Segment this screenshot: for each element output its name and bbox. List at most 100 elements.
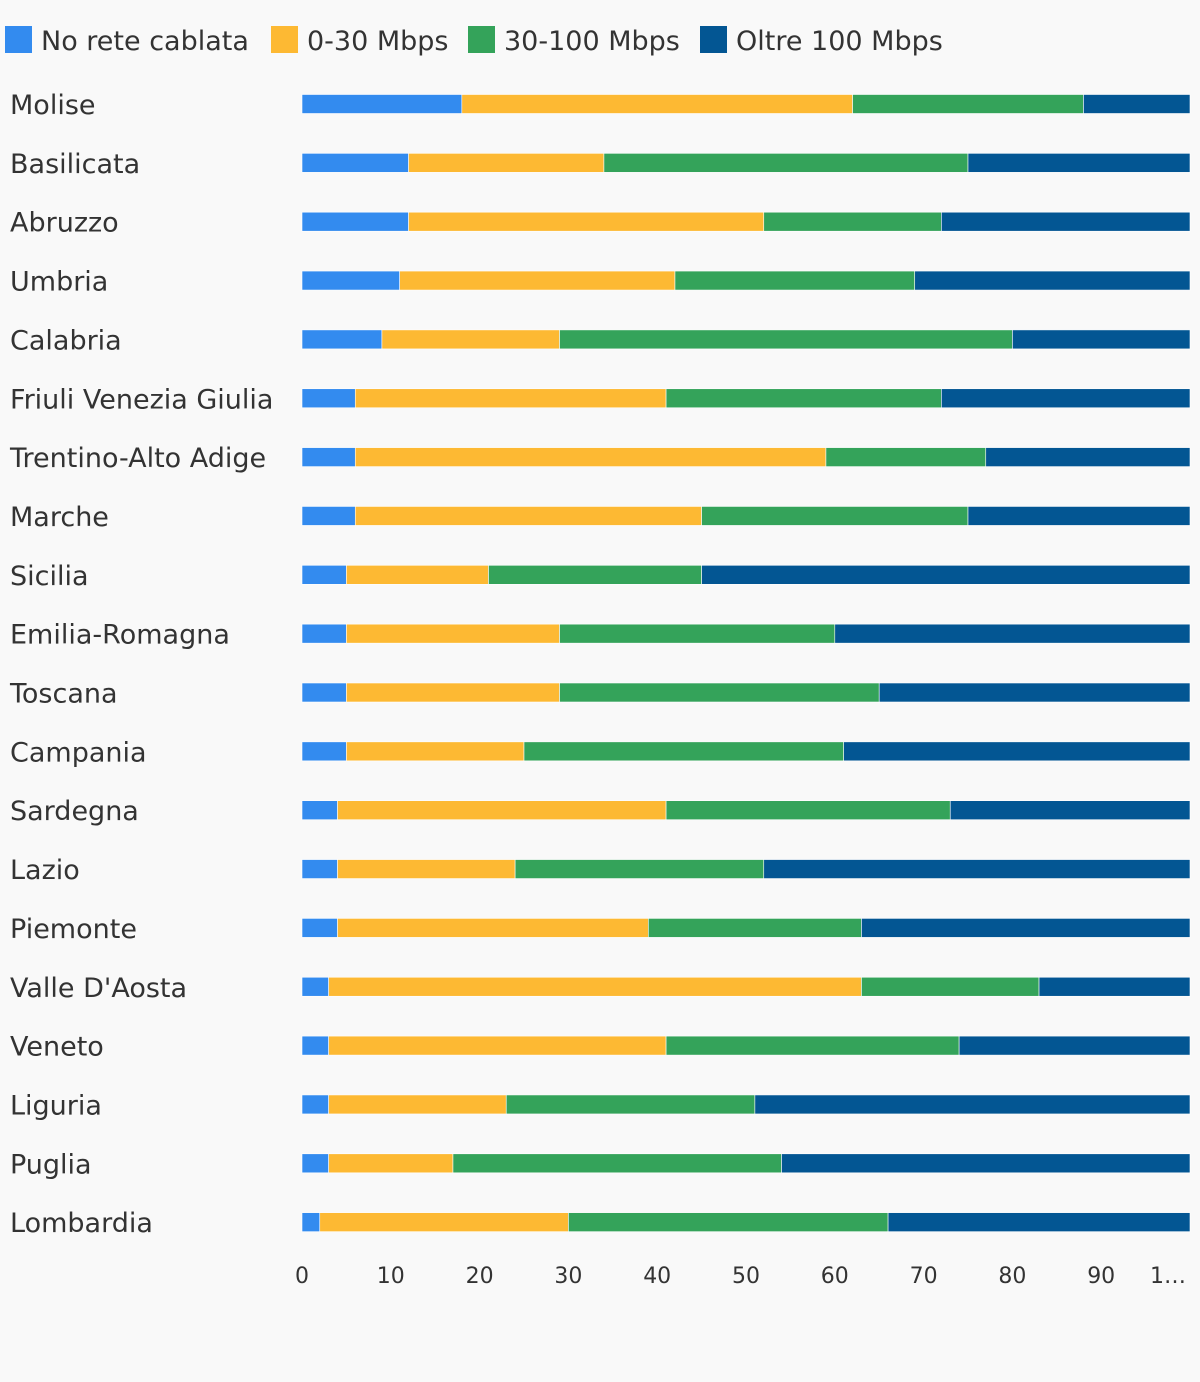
legend-label-30-100-mbps: 30-100 Mbps	[504, 26, 680, 57]
category-label-friuli-venezia-giulia: Friuli Venezia Giulia	[10, 384, 273, 415]
x-tick-label-7: 70	[910, 1264, 938, 1289]
bar-segment-basilicata-oltre-100-mbps	[967, 153, 1191, 173]
bar-segment-liguria-oltre-100-mbps	[754, 1094, 1191, 1115]
bar-segment-liguria-0-30-mbps	[328, 1094, 507, 1115]
bar-row-abruzzo	[301, 211, 1191, 232]
bar-row-toscana	[301, 682, 1191, 703]
x-tick-label-2: 20	[466, 1264, 494, 1289]
category-label-valle-d-aosta: Valle D'Aosta	[10, 973, 187, 1004]
category-label-puglia: Puglia	[10, 1149, 92, 1180]
bar-segment-trentino-alto-adige-30-100-mbps	[825, 447, 987, 467]
bar-row-sicilia	[301, 564, 1191, 585]
x-tick-label-8: 80	[998, 1264, 1026, 1289]
legend-item-0-30-mbps: 0-30 Mbps	[271, 26, 449, 57]
bar-segment-calabria-no-rete-cablata	[301, 329, 383, 350]
bar-segment-veneto-0-30-mbps	[328, 1035, 667, 1056]
category-label-campania: Campania	[10, 737, 147, 768]
bar-segment-toscana-no-rete-cablata	[301, 682, 347, 703]
bar-segment-molise-oltre-100-mbps	[1083, 94, 1191, 114]
bar-segment-marche-no-rete-cablata	[301, 506, 356, 526]
x-tick-label-0: 0	[295, 1264, 309, 1289]
category-label-piemonte: Piemonte	[10, 914, 137, 945]
bar-segment-valle-d-aosta-0-30-mbps	[328, 976, 862, 997]
bar-segment-calabria-30-100-mbps	[559, 329, 1013, 350]
category-label-sardegna: Sardegna	[10, 796, 139, 827]
category-label-emilia-romagna: Emilia-Romagna	[10, 620, 230, 651]
bar-segment-sardegna-no-rete-cablata	[301, 800, 338, 821]
bar-segment-toscana-30-100-mbps	[559, 682, 880, 703]
bar-row-piemonte	[301, 918, 1191, 938]
category-label-calabria: Calabria	[10, 325, 122, 356]
legend: No rete cablata 0-30 Mbps 30-100 Mbps Oltre…	[5, 26, 943, 57]
bar-segment-veneto-no-rete-cablata	[301, 1035, 329, 1056]
bar-row-friuli-venezia-giulia	[301, 388, 1191, 409]
legend-swatch-30-100-mbps	[468, 26, 495, 53]
bar-segment-trentino-alto-adige-no-rete-cablata	[301, 447, 356, 467]
bar-segment-basilicata-0-30-mbps	[408, 153, 605, 173]
bar-segment-friuli-venezia-giulia-oltre-100-mbps	[941, 388, 1191, 409]
x-axis: 0 10 20 30 40 50 60 70 80 90 1…	[295, 1264, 1186, 1289]
bar-segment-piemonte-30-100-mbps	[648, 918, 862, 938]
bar-segment-calabria-0-30-mbps	[381, 329, 560, 350]
bar-segment-campania-30-100-mbps	[523, 741, 844, 762]
legend-item-no-rete-cablata: No rete cablata	[5, 26, 249, 57]
x-tick-label-4: 40	[643, 1264, 671, 1289]
category-label-abruzzo: Abruzzo	[10, 208, 119, 239]
bar-segment-campania-oltre-100-mbps	[843, 741, 1191, 762]
bar-row-molise	[301, 94, 1191, 114]
category-label-basilicata: Basilicata	[10, 149, 140, 180]
bar-segment-sardegna-0-30-mbps	[337, 800, 667, 821]
category-label-toscana: Toscana	[9, 679, 118, 710]
bar-segment-lombardia-no-rete-cablata	[301, 1212, 321, 1232]
bar-segment-friuli-venezia-giulia-0-30-mbps	[354, 388, 667, 409]
bar-segment-piemonte-oltre-100-mbps	[861, 918, 1191, 938]
bar-segment-abruzzo-30-100-mbps	[763, 211, 942, 232]
bar-row-puglia	[301, 1153, 1191, 1174]
legend-label-oltre-100-mbps: Oltre 100 Mbps	[736, 26, 943, 57]
bar-row-veneto	[301, 1035, 1191, 1056]
bar-segment-lazio-0-30-mbps	[337, 859, 516, 879]
legend-swatch-no-rete-cablata	[5, 26, 32, 53]
bar-segment-piemonte-no-rete-cablata	[301, 918, 338, 938]
bar-segment-liguria-30-100-mbps	[505, 1094, 756, 1115]
bar-segment-abruzzo-oltre-100-mbps	[941, 211, 1191, 232]
bar-segment-valle-d-aosta-oltre-100-mbps	[1038, 976, 1191, 997]
x-tick-label-9: 90	[1087, 1264, 1115, 1289]
bar-segment-campania-0-30-mbps	[346, 741, 525, 762]
category-label-marche: Marche	[10, 502, 109, 533]
category-label-sicilia: Sicilia	[10, 561, 89, 592]
bar-row-calabria	[301, 329, 1191, 350]
category-label-lombardia: Lombardia	[10, 1208, 153, 1239]
bar-segment-friuli-venezia-giulia-30-100-mbps	[665, 388, 942, 409]
bar-segment-lazio-30-100-mbps	[514, 859, 765, 879]
bar-row-lazio	[301, 859, 1191, 879]
category-labels: Molise Basilicata Abruzzo Umbria Calabria Fri…	[9, 90, 273, 1239]
category-label-veneto: Veneto	[10, 1032, 104, 1063]
bar-segment-basilicata-30-100-mbps	[603, 153, 969, 173]
legend-label-no-rete-cablata: No rete cablata	[41, 26, 249, 57]
bar-segment-molise-30-100-mbps	[852, 94, 1084, 114]
bar-segment-lombardia-oltre-100-mbps	[887, 1212, 1191, 1232]
x-tick-label-5: 50	[732, 1264, 760, 1289]
bar-segment-marche-0-30-mbps	[354, 506, 702, 526]
bar-row-liguria	[301, 1094, 1191, 1115]
bar-segment-lombardia-30-100-mbps	[568, 1212, 889, 1232]
bar-segment-valle-d-aosta-no-rete-cablata	[301, 976, 329, 997]
bar-segment-abruzzo-no-rete-cablata	[301, 211, 409, 232]
category-label-liguria: Liguria	[10, 1090, 102, 1121]
bar-row-marche	[301, 506, 1191, 526]
bar-row-umbria	[301, 270, 1191, 291]
bar-segment-sardegna-30-100-mbps	[665, 800, 951, 821]
bar-segment-campania-no-rete-cablata	[301, 741, 347, 762]
bar-segment-lazio-oltre-100-mbps	[763, 859, 1191, 879]
bar-segment-trentino-alto-adige-0-30-mbps	[354, 447, 827, 467]
bar-segment-abruzzo-0-30-mbps	[408, 211, 765, 232]
bar-segment-valle-d-aosta-30-100-mbps	[861, 976, 1040, 997]
bar-segment-emilia-romagna-no-rete-cablata	[301, 623, 347, 644]
bar-row-lombardia	[301, 1212, 1191, 1232]
bar-segment-veneto-30-100-mbps	[665, 1035, 960, 1056]
legend-swatch-0-30-mbps	[271, 26, 298, 53]
bar-segment-umbria-0-30-mbps	[399, 270, 676, 291]
x-tick-label-3: 30	[554, 1264, 582, 1289]
